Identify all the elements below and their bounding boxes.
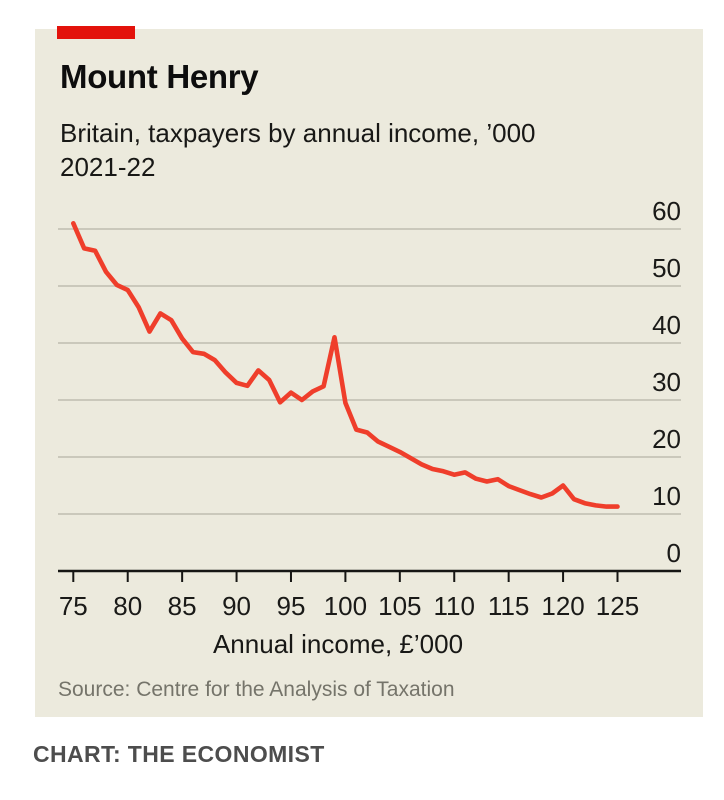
x-tick-label: 125 (595, 591, 640, 621)
y-tick-label: 50 (652, 253, 681, 283)
chart-subtitle-period: 2021-22 (60, 152, 156, 182)
x-tick-label: 100 (323, 591, 368, 621)
x-tick-label: 95 (276, 591, 306, 621)
chart-title: Mount Henry (60, 58, 259, 95)
y-tick-label: 20 (652, 424, 681, 454)
x-axis-title: Annual income, £’000 (212, 629, 464, 659)
x-tick-label: 115 (487, 591, 530, 621)
y-tick-label: 30 (652, 367, 681, 397)
x-tick-label: 85 (167, 591, 197, 621)
x-tick-label: 110 (433, 591, 475, 621)
chart-credit: CHART: THE ECONOMIST (33, 741, 325, 767)
y-tick-label: 40 (652, 310, 681, 340)
x-tick-label: 120 (541, 591, 585, 621)
source-attribution: Source: Centre for the Analysis of Taxat… (58, 678, 455, 701)
chart-subtitle: Britain, taxpayers by annual income, ’00… (60, 118, 536, 148)
x-tick-label: 75 (58, 591, 88, 621)
y-tick-label: 60 (652, 196, 681, 226)
x-tick-label: 90 (222, 591, 252, 621)
y-tick-label: 0 (666, 538, 681, 568)
x-tick-label: 80 (113, 591, 143, 621)
economist-red-tab (57, 26, 135, 39)
x-tick-label: 105 (378, 591, 422, 621)
y-tick-label: 10 (652, 481, 681, 511)
